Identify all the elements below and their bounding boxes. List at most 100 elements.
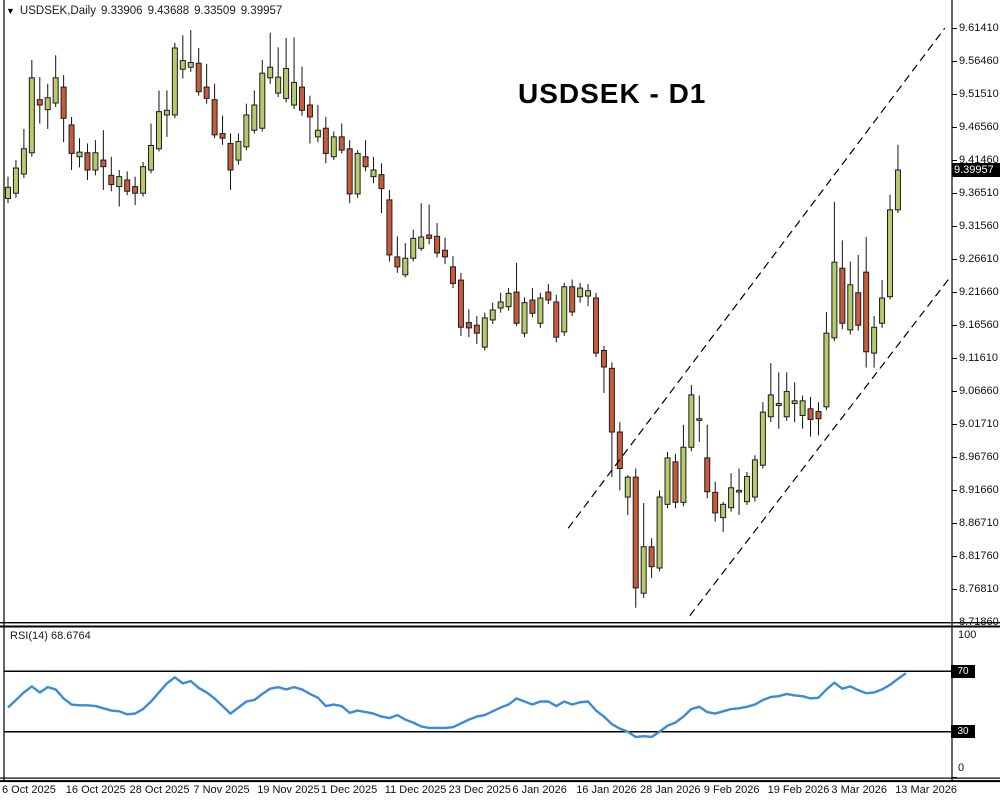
candle bbox=[140, 166, 147, 194]
candle bbox=[442, 249, 449, 258]
candle bbox=[92, 152, 99, 171]
candle bbox=[155, 111, 162, 150]
candle bbox=[767, 394, 774, 418]
candle bbox=[871, 326, 878, 354]
candle bbox=[20, 148, 27, 175]
price-tick bbox=[952, 357, 957, 359]
candle bbox=[823, 332, 830, 408]
candle bbox=[243, 114, 250, 148]
candle bbox=[759, 411, 766, 466]
price-tick bbox=[952, 60, 957, 62]
date-axis-label: 9 Feb 2026 bbox=[703, 784, 760, 796]
date-axis-label: 16 Oct 2025 bbox=[65, 784, 126, 796]
candle bbox=[434, 235, 441, 254]
candle bbox=[616, 431, 623, 470]
candle bbox=[894, 169, 901, 211]
candle bbox=[481, 317, 488, 348]
chart-title: USDSEK - D1 bbox=[518, 78, 707, 109]
symbol-dropdown-icon[interactable]: ▼ bbox=[6, 6, 15, 16]
candle bbox=[171, 47, 178, 116]
candle bbox=[76, 151, 83, 158]
candle bbox=[291, 81, 298, 106]
candle bbox=[664, 457, 671, 505]
close-value: 9.39957 bbox=[240, 5, 283, 17]
candle bbox=[5, 186, 11, 200]
price-tick bbox=[952, 324, 957, 326]
candle bbox=[211, 99, 218, 136]
candle bbox=[624, 476, 631, 498]
candle bbox=[203, 86, 210, 99]
price-axis-label: 9.11610 bbox=[959, 352, 998, 364]
candle bbox=[108, 174, 115, 186]
candle bbox=[465, 322, 472, 329]
candle bbox=[28, 77, 35, 154]
channel-upper[interactable] bbox=[567, 27, 946, 529]
candle bbox=[680, 446, 687, 503]
candle bbox=[577, 287, 584, 298]
candle bbox=[338, 136, 345, 151]
date-axis-label: 23 Dec 2025 bbox=[448, 784, 511, 796]
candle bbox=[712, 491, 719, 514]
candle bbox=[362, 156, 369, 168]
candle bbox=[751, 459, 758, 498]
rsi-indicator-label: RSI(14) 68.6764 bbox=[10, 630, 91, 642]
candle bbox=[513, 291, 520, 324]
price-tick bbox=[952, 27, 957, 29]
candle bbox=[299, 86, 306, 111]
date-axis-label: 19 Nov 2025 bbox=[257, 784, 320, 796]
candle bbox=[585, 290, 592, 297]
candle bbox=[227, 142, 234, 171]
price-tick bbox=[952, 489, 957, 491]
candle bbox=[36, 99, 43, 106]
candle bbox=[251, 104, 258, 131]
candle bbox=[60, 86, 67, 119]
candle bbox=[807, 408, 814, 420]
rsi-level-70-tag: 70 bbox=[951, 665, 975, 678]
candle bbox=[235, 140, 242, 161]
candle bbox=[743, 475, 750, 503]
channel-lower[interactable] bbox=[689, 276, 951, 617]
candle bbox=[219, 133, 226, 139]
rsi-line bbox=[7, 672, 907, 739]
price-axis-label: 9.46560 bbox=[959, 121, 999, 133]
date-axis-label: 16 Jan 2026 bbox=[576, 784, 637, 796]
candle bbox=[855, 292, 862, 326]
date-axis-label: 6 Jan 2026 bbox=[512, 784, 567, 796]
candle bbox=[831, 261, 838, 339]
candle bbox=[815, 410, 822, 420]
candle bbox=[561, 286, 568, 333]
price-tick bbox=[952, 390, 957, 392]
candle bbox=[283, 68, 290, 99]
candle bbox=[600, 349, 607, 368]
rsi-tick bbox=[952, 776, 957, 778]
price-axis-label: 9.01710 bbox=[959, 418, 999, 430]
candle bbox=[132, 186, 139, 194]
last-price-tag: 9.39957 bbox=[952, 163, 1000, 177]
price-tick bbox=[952, 555, 957, 557]
price-tick bbox=[952, 621, 957, 623]
candle bbox=[545, 291, 552, 301]
candle bbox=[640, 546, 647, 594]
rsi-axis-100: 100 bbox=[958, 629, 977, 641]
candle bbox=[44, 97, 51, 111]
symbol-period-label: USDSEK,Daily bbox=[19, 5, 96, 17]
pane-separator bbox=[0, 777, 1000, 779]
price-axis-label: 8.86710 bbox=[959, 517, 999, 529]
candle bbox=[52, 77, 59, 104]
high-value: 9.43688 bbox=[147, 5, 190, 17]
price-tick bbox=[952, 192, 957, 194]
candle bbox=[84, 152, 91, 171]
candle bbox=[354, 152, 361, 195]
candle bbox=[306, 104, 313, 118]
candle bbox=[799, 400, 806, 416]
candle bbox=[179, 60, 186, 70]
price-tick bbox=[952, 126, 957, 128]
candle bbox=[275, 76, 282, 94]
candle bbox=[330, 136, 337, 158]
candle bbox=[608, 367, 615, 433]
price-tick bbox=[952, 93, 957, 95]
date-axis-label: 28 Jan 2026 bbox=[640, 784, 701, 796]
candle bbox=[267, 66, 274, 79]
candle bbox=[775, 403, 782, 406]
